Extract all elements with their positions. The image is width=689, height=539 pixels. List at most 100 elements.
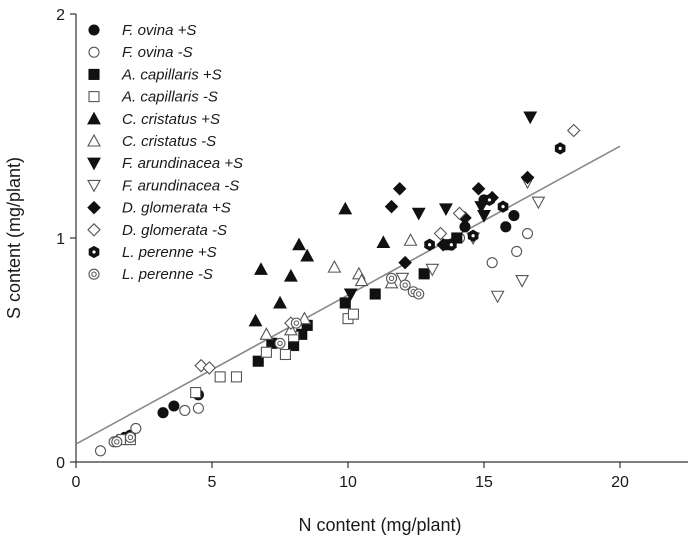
data-point xyxy=(385,272,398,284)
data-point xyxy=(279,348,291,361)
legend-item: D. glomerata +S xyxy=(87,200,231,217)
marker-center xyxy=(558,146,562,150)
data-point xyxy=(179,404,191,417)
data-point xyxy=(395,272,410,286)
data-point xyxy=(327,259,342,273)
x-tick-label: 0 xyxy=(72,474,81,491)
data-point xyxy=(425,263,440,277)
legend-label: F. arundinacea -S xyxy=(122,177,239,194)
data-point xyxy=(124,431,136,443)
data-point xyxy=(399,279,411,291)
legend-marker xyxy=(87,111,101,125)
legend-item: F. ovina -S xyxy=(88,44,193,61)
data-point xyxy=(354,273,369,287)
series-1 xyxy=(94,227,534,457)
data-point xyxy=(230,371,243,383)
legend-marker xyxy=(87,179,101,193)
marker-center xyxy=(449,243,453,247)
data-point xyxy=(283,268,298,282)
data-point xyxy=(300,248,315,262)
data-point xyxy=(273,295,287,309)
data-point xyxy=(259,327,274,340)
data-point xyxy=(260,346,272,358)
legend-marker xyxy=(87,133,101,147)
marker-center xyxy=(293,320,300,326)
data-point xyxy=(369,288,381,300)
data-point xyxy=(398,255,412,270)
data-point xyxy=(438,203,453,217)
data-point xyxy=(486,257,498,269)
legend-item: A. capillaris -S xyxy=(88,89,218,106)
legend-marker xyxy=(88,24,100,36)
data-point xyxy=(94,445,107,457)
series-6 xyxy=(343,111,538,302)
data-point xyxy=(192,402,204,414)
data-point xyxy=(248,313,263,327)
legend-marker xyxy=(87,157,101,171)
data-point xyxy=(451,232,463,244)
marker-center xyxy=(501,205,505,209)
x-axis-label: N content (mg/plant) xyxy=(298,515,461,535)
data-point xyxy=(202,361,217,375)
data-point xyxy=(384,199,399,214)
y-axis-label: S content (mg/plant) xyxy=(4,157,24,319)
data-point xyxy=(214,371,226,383)
legend-label: C. cristatus -S xyxy=(122,133,216,150)
marker-center xyxy=(428,243,432,247)
legend-label: F. arundinacea +S xyxy=(122,155,243,172)
data-point xyxy=(392,181,407,196)
y-tick-label: 0 xyxy=(56,455,65,472)
data-point xyxy=(418,268,430,280)
legend: F. ovina +S F. ovina -S A. capillaris +S A.… xyxy=(87,22,243,283)
legend-item: F. arundinacea -S xyxy=(87,177,239,194)
data-point xyxy=(190,387,202,399)
axes: 0 5 10 15 20 0 1 2 xyxy=(56,7,688,491)
legend-marker xyxy=(87,223,101,237)
data-point xyxy=(338,201,353,215)
data-point xyxy=(471,181,486,196)
legend-label: A. capillaris -S xyxy=(121,89,218,106)
marker-center xyxy=(416,291,422,297)
data-point xyxy=(452,206,467,221)
y-tick-label: 1 xyxy=(56,231,65,248)
legend-item: F. arundinacea +S xyxy=(87,155,243,172)
data-point xyxy=(111,436,123,448)
legend-item: F. ovina +S xyxy=(88,22,196,39)
data-point xyxy=(376,235,391,249)
marker-center xyxy=(277,340,283,346)
data-point xyxy=(168,400,180,412)
data-points xyxy=(94,111,581,457)
marker-center xyxy=(91,271,97,277)
marker-center xyxy=(127,434,134,441)
data-point xyxy=(339,297,351,309)
data-point xyxy=(343,288,358,302)
legend-label: D. glomerata +S xyxy=(122,200,231,217)
legend-marker xyxy=(87,200,101,215)
data-point xyxy=(515,275,530,288)
series-10 xyxy=(424,142,566,251)
legend-label: C. cristatus +S xyxy=(122,111,220,128)
series-3 xyxy=(116,308,359,446)
x-tick-label: 10 xyxy=(339,474,357,491)
data-point xyxy=(508,210,520,222)
legend-item: L. perenne +S xyxy=(88,244,217,261)
legend-label: F. ovina +S xyxy=(122,22,196,39)
data-point xyxy=(254,262,268,275)
marker-center xyxy=(114,439,120,445)
data-point xyxy=(520,170,535,185)
legend-label: L. perenne +S xyxy=(122,244,217,261)
data-point xyxy=(274,337,286,349)
series-4 xyxy=(248,201,391,327)
legend-marker xyxy=(88,91,100,103)
data-point xyxy=(252,355,264,367)
data-point xyxy=(477,210,491,223)
data-point xyxy=(292,237,306,251)
data-point xyxy=(521,227,534,240)
legend-item: A. capillaris +S xyxy=(88,66,222,83)
marker-center xyxy=(92,250,96,254)
data-point xyxy=(531,196,546,210)
data-point xyxy=(157,407,169,419)
series-9 xyxy=(194,123,581,375)
legend-marker xyxy=(88,268,100,280)
